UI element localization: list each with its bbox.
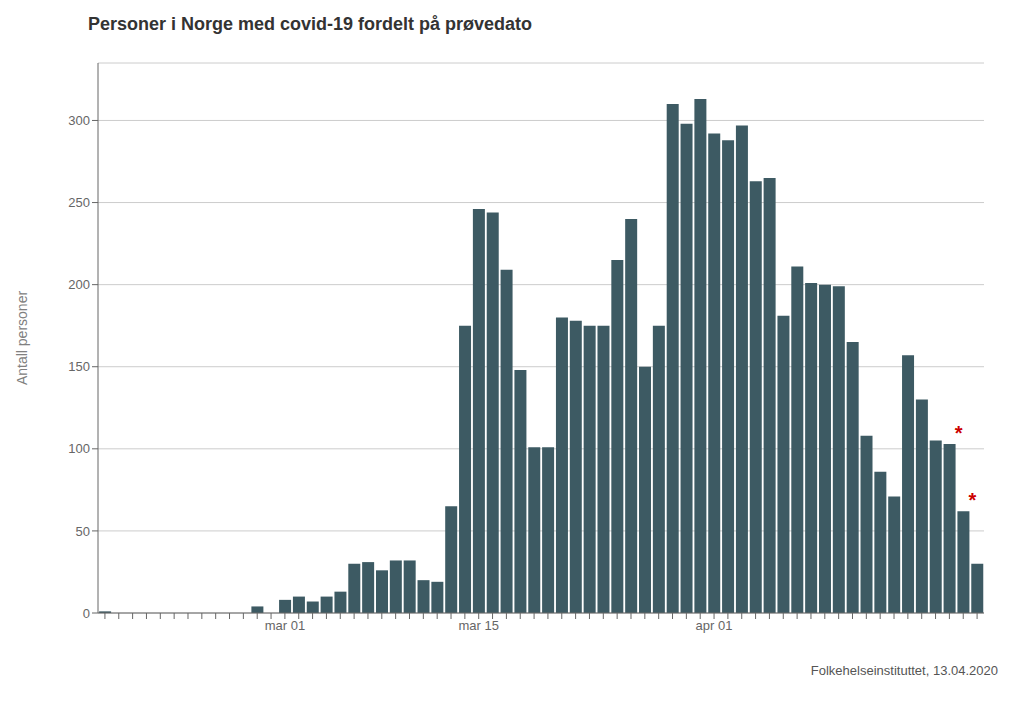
html-text:Folkehelseinstituttet, 13.04.2: Folkehelseinstituttet, 13.04.2020 xyxy=(810,663,998,678)
svg-text:250: 250 xyxy=(68,195,90,210)
svg-text:apr 01: apr 01 xyxy=(696,618,733,633)
svg-text:100: 100 xyxy=(68,441,90,456)
svg-text:300: 300 xyxy=(68,113,90,128)
svg-text:*: * xyxy=(969,489,977,511)
svg-text:200: 200 xyxy=(68,277,90,292)
svg-text:mar 15: mar 15 xyxy=(458,618,498,633)
svg-text:mar 01: mar 01 xyxy=(265,618,305,633)
svg-text:150: 150 xyxy=(68,359,90,374)
svg-text:0: 0 xyxy=(83,606,90,621)
svg-text:*: * xyxy=(955,422,963,444)
svg-text:50: 50 xyxy=(76,524,90,539)
html-text:Personer i Norge med covid-19: Personer i Norge med covid-19 fordelt på… xyxy=(88,14,533,34)
svg-text:Antall personer: Antall personer xyxy=(14,291,30,386)
